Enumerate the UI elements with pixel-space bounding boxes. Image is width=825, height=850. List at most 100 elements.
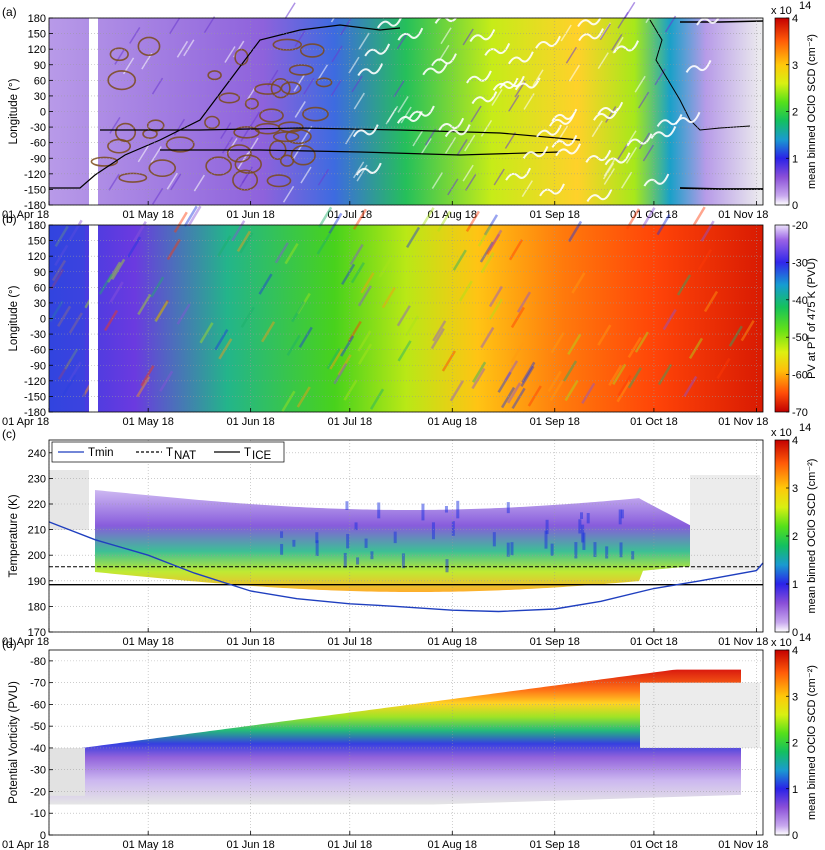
colorbar-tick-label: -50 <box>792 332 808 344</box>
contour-brown <box>272 131 300 143</box>
heatmap-cell <box>315 540 319 556</box>
panel-1: 1801501209060300-30-60-90-120-150-18001 … <box>2 0 818 221</box>
y-tick-label: -120 <box>24 169 46 181</box>
y-tick-label: 220 <box>28 499 46 511</box>
heatmap-streak <box>151 77 164 95</box>
contour-white <box>397 27 424 41</box>
heatmap-cell <box>620 509 624 519</box>
heatmap-streak <box>291 301 306 323</box>
legend-label-sub: ICE <box>252 450 272 462</box>
heatmap-streak <box>634 75 646 93</box>
contour-white <box>551 135 578 148</box>
contour-white <box>604 152 631 166</box>
contour-black <box>680 20 764 23</box>
contour-white <box>650 126 677 139</box>
heatmap-streak <box>560 24 572 42</box>
heatmap-streak <box>511 387 526 410</box>
heatmap-streak <box>664 15 677 33</box>
heatmap-streak <box>480 326 495 349</box>
heatmap-streak <box>274 242 289 264</box>
contour-white <box>593 107 619 121</box>
heatmap-streak <box>532 69 544 87</box>
heatmap-streak <box>625 146 638 164</box>
heatmap-streak <box>98 273 113 295</box>
colorbar-exponent: x 10 <box>771 5 792 17</box>
heatmap-streak <box>549 379 564 402</box>
x-tick-label: 01 May 18 <box>122 636 173 648</box>
heatmap-streak <box>634 331 649 353</box>
contour-brown <box>244 97 259 110</box>
colorbar-exponent-power: 14 <box>799 0 811 12</box>
colorbar-tick-label: 2 <box>792 531 798 543</box>
x-tick-label: 01 Sep 18 <box>530 839 580 850</box>
heatmap-streak <box>151 187 164 205</box>
colorbar-tick-label: 1 <box>792 153 798 165</box>
x-tick-label: 01 Jun 18 <box>226 416 274 428</box>
contour-brown <box>288 64 314 76</box>
heatmap-streak <box>507 382 522 404</box>
contour-white <box>549 113 575 127</box>
contour-white <box>539 183 565 197</box>
series-tmin <box>48 521 764 613</box>
contour-brown <box>290 145 316 166</box>
contour-white <box>536 124 562 138</box>
contour-brown <box>272 38 302 51</box>
heatmap-streak <box>740 319 755 342</box>
x-tick-label: 01 Apr 18 <box>2 636 49 648</box>
heatmap-streak <box>703 290 719 313</box>
heatmap-streak <box>352 161 365 179</box>
contour-brown <box>279 154 295 167</box>
colorbar-tick-label: 3 <box>792 483 798 495</box>
y-tick-label: -50 <box>30 721 46 733</box>
heatmap-streak <box>656 213 671 236</box>
heatmap-streak <box>491 89 503 106</box>
heatmap-streak <box>436 210 452 232</box>
heatmap-streak <box>284 242 299 265</box>
heatmap-streak <box>641 207 656 229</box>
heatmap-streak <box>621 171 633 189</box>
heatmap-streak <box>441 350 456 372</box>
heatmap-streak <box>599 23 611 41</box>
heatmap-cell <box>582 532 586 550</box>
heatmap-streak <box>199 322 214 344</box>
contour-brown <box>204 115 220 130</box>
x-tick-label: 01 May 18 <box>122 416 173 428</box>
heatmap-streak <box>616 143 628 161</box>
contour-brown <box>137 36 161 56</box>
heatmap-streak <box>240 306 255 328</box>
x-tick-label: 01 Aug 18 <box>427 416 477 428</box>
heatmap-streak <box>510 342 525 364</box>
heatmap-streak <box>462 28 474 46</box>
heatmap-streak <box>638 132 651 150</box>
contour-brown <box>107 138 132 154</box>
heatmap-cell <box>364 538 368 548</box>
panel-label: (c) <box>2 427 16 441</box>
data-gap <box>89 225 98 412</box>
heatmap-streak <box>136 375 151 398</box>
colorbar-tick-label: -20 <box>792 220 808 232</box>
heatmap-streak <box>616 381 631 403</box>
heatmap-streak <box>333 363 348 385</box>
y-tick-label: 210 <box>28 525 46 537</box>
colorbar-exponent: x 10 <box>771 637 792 649</box>
y-tick-label: -90 <box>30 360 46 372</box>
heatmap-streak <box>597 52 609 69</box>
y-tick-label: 150 <box>28 236 46 248</box>
heatmap-streak <box>350 262 365 284</box>
heatmap-streak <box>240 124 252 142</box>
heatmap-streak <box>420 207 435 229</box>
colorbar-tick-label: -60 <box>792 370 808 382</box>
heatmap-streak <box>564 379 579 402</box>
heatmap-streak <box>527 385 542 407</box>
colorbar-tick-label: 4 <box>792 435 798 447</box>
heatmap-cell <box>444 506 448 513</box>
heatmap-streak <box>556 125 569 143</box>
heatmap-streak <box>248 111 261 129</box>
heatmap-streak <box>430 327 445 350</box>
heatmap-streak <box>173 211 188 233</box>
heatmap-streak <box>608 364 623 386</box>
contour-white <box>396 110 423 124</box>
heatmap-streak <box>360 272 375 294</box>
heatmap-streak <box>127 236 142 258</box>
y-tick-label: 30 <box>34 298 46 310</box>
